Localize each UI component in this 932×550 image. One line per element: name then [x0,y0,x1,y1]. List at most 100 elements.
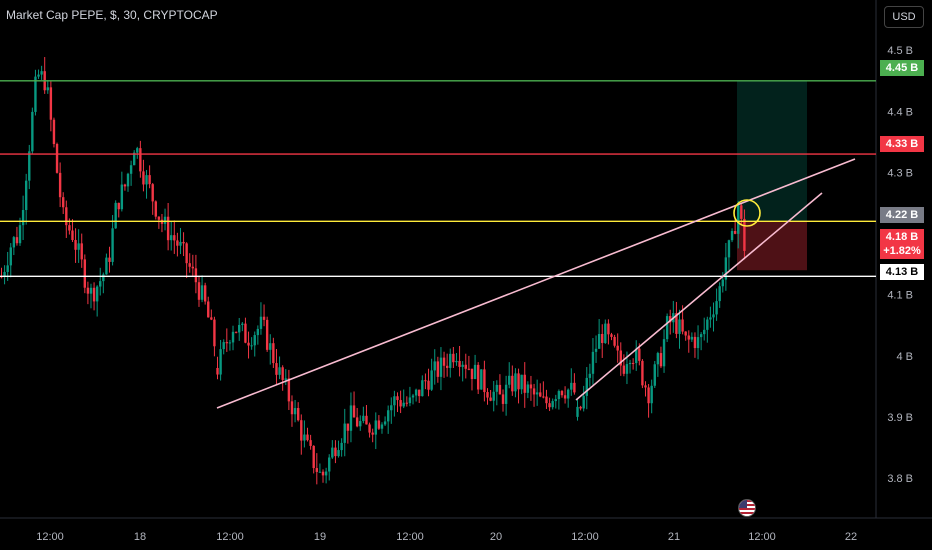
candle [12,235,16,256]
candle [610,332,613,341]
candle-body [114,202,117,229]
candle [386,405,390,434]
candle [585,367,588,410]
candle-body [467,368,471,370]
candle [539,383,542,398]
candle-body [337,450,340,457]
candle [132,150,136,166]
candle-body [517,373,520,390]
candle-body [272,343,275,364]
candle [117,202,120,218]
us-flag-icon[interactable] [738,499,756,517]
candle-body [610,334,613,337]
resistance-price-badge: 4.33 B [880,136,924,152]
candle [511,365,514,396]
price-tick-label: 4 B [896,351,913,363]
candle [28,144,31,190]
candle [58,162,62,208]
time-tick-label: 12:00 [36,531,64,543]
candle-body [238,324,241,333]
candle-body [594,348,598,352]
price-tick-label: 4.3 B [887,167,913,179]
candle [80,233,83,268]
candle [222,339,225,355]
candle-body [601,334,604,344]
candle-body [727,240,731,258]
candle [461,361,464,382]
candle [210,309,213,321]
candle-body [62,197,65,208]
candle [154,200,157,220]
candle-body [635,348,638,364]
candle-body [570,382,573,390]
current-price-value: 4.18 B [885,231,919,243]
time-tick-label: 12:00 [216,531,244,543]
candle [684,331,687,341]
candle-body [535,392,539,395]
candle-body [433,361,436,371]
candle [324,467,328,484]
candle [675,301,678,339]
candle [62,192,65,214]
candle [247,331,250,359]
candle [631,358,635,370]
candle-body [290,401,294,415]
candle-body [529,384,533,389]
candle-body [588,373,592,378]
candle [458,346,461,377]
candle-body [480,369,483,390]
candle-body [669,316,672,323]
time-tick-label: 12:00 [396,531,424,543]
candle-body [402,402,405,407]
candle [83,254,87,294]
candle [86,281,90,305]
candle [284,369,287,386]
candle-body [225,342,229,344]
candle [359,415,362,431]
candle-body [560,391,564,396]
candle [557,389,561,410]
candle [480,369,483,390]
candle-body [557,391,561,400]
candle-body [508,375,511,385]
candle-body [489,397,492,401]
candle [275,348,278,385]
candle-body [80,243,83,260]
candle-body [6,265,9,272]
candle [374,412,377,450]
candle [334,440,337,464]
candle [498,374,502,395]
candle-body [111,228,114,262]
candle-body [207,301,210,318]
candle-body [303,434,306,441]
candle [355,408,359,428]
candle [464,353,467,379]
price-tick-label: 4.4 B [887,106,913,118]
candle-body [65,207,68,226]
time-tick-label: 12:00 [748,531,776,543]
candle-body [213,319,216,347]
candle-body [582,395,585,409]
candle [34,69,37,116]
candle-body [368,424,371,433]
currency-button[interactable]: USD [884,6,924,28]
candle [145,169,148,199]
candle-body [210,317,213,320]
candle [622,354,626,377]
candle-body [542,396,545,398]
candle-body [386,410,390,422]
candle-body [377,420,381,429]
candle [166,202,170,251]
candle-body [343,423,346,443]
candle [399,390,402,414]
candle-body [573,382,576,393]
candle-body [151,184,154,202]
candle [92,282,96,311]
candle [368,422,371,438]
candle [200,275,204,303]
candle-body [102,274,105,282]
candle-body [191,266,195,269]
candle [65,200,68,238]
candle-body [436,361,440,377]
